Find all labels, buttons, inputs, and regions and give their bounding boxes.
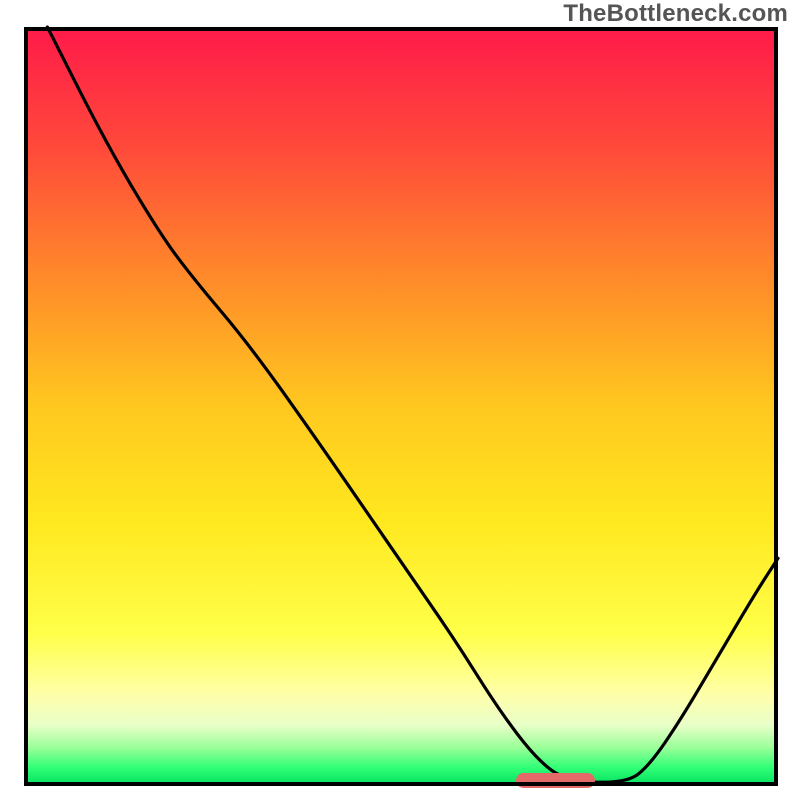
watermark-text: TheBottleneck.com	[563, 0, 788, 28]
plot-area-border	[24, 27, 778, 786]
chart-container: TheBottleneck.com	[0, 0, 800, 800]
